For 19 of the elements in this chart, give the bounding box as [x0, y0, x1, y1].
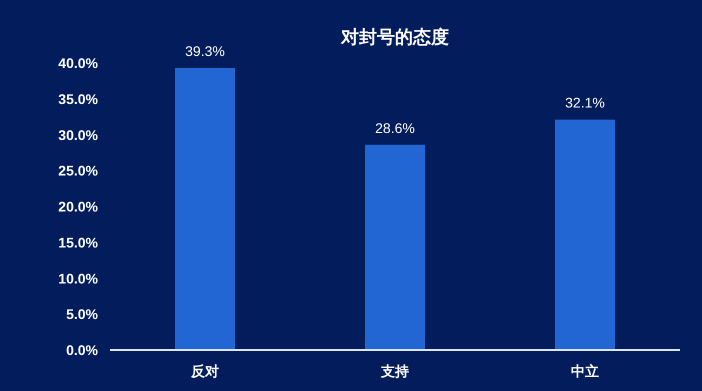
y-tick-label: 35.0%	[58, 90, 99, 107]
x-tick-label: 支持	[380, 363, 409, 379]
y-tick-label: 5.0%	[66, 306, 99, 322]
y-tick-label: 25.0%	[58, 162, 99, 179]
y-tick-label: 0.0%	[66, 342, 99, 358]
x-tick-label: 中立	[571, 363, 599, 379]
y-tick-label: 15.0%	[58, 234, 99, 250]
y-tick-label: 40.0%	[58, 55, 99, 71]
y-tick-label: 20.0%	[58, 198, 99, 214]
y-tick-label: 10.0%	[58, 270, 99, 286]
bar	[555, 120, 615, 350]
data-label: 32.1%	[565, 94, 605, 111]
x-tick-label: 反对	[190, 363, 219, 379]
bar	[175, 68, 235, 350]
chart-title: 对封号的态度	[340, 27, 449, 47]
bar	[365, 144, 425, 350]
data-label: 28.6%	[375, 120, 415, 136]
data-label: 39.3%	[185, 43, 225, 60]
y-tick-label: 30.0%	[58, 126, 99, 143]
